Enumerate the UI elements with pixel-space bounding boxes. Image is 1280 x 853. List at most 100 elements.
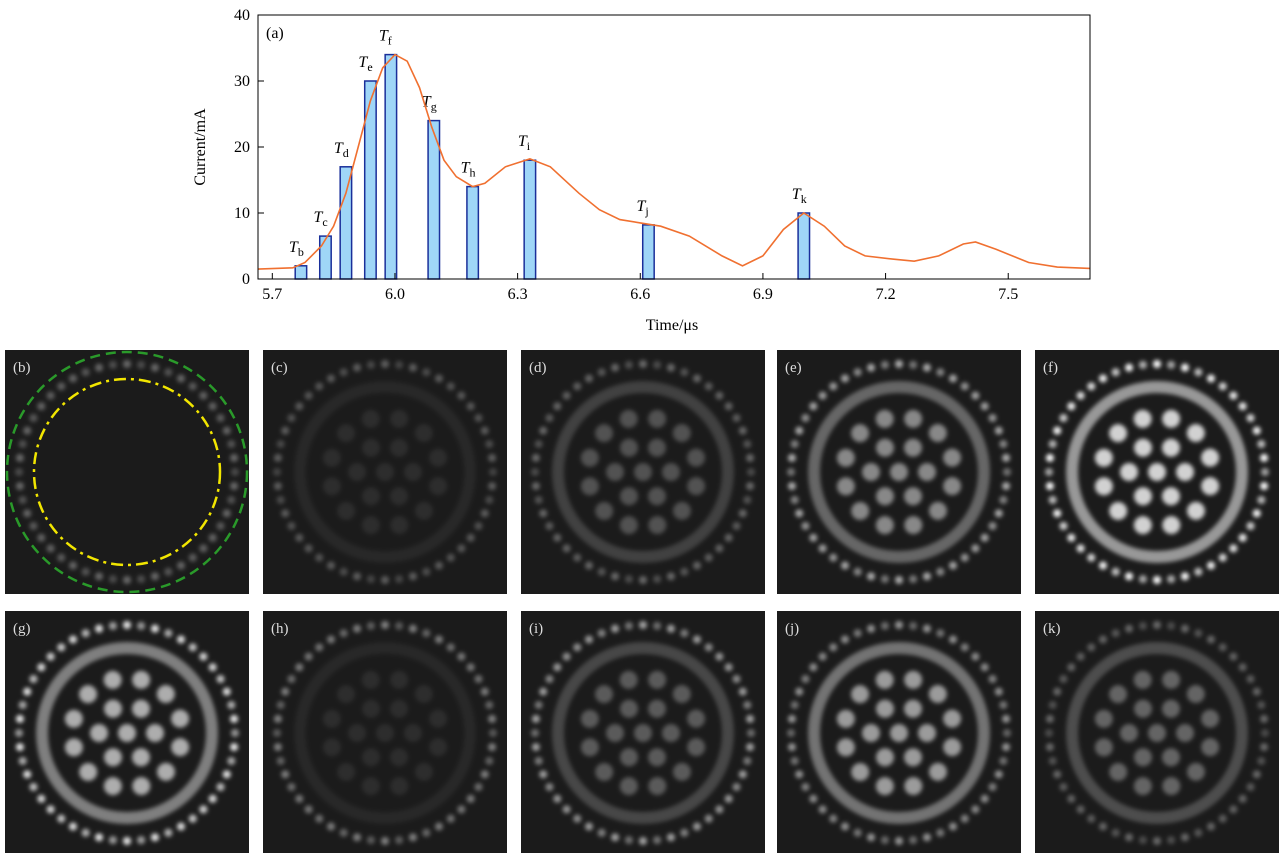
image-spot [132,699,150,718]
image-dot [46,391,55,400]
image-dot [69,635,77,644]
image-dot [795,687,804,696]
image-dot [81,567,90,576]
image-spot [1120,463,1138,481]
image-dot [980,794,989,803]
image-dot [1260,453,1269,462]
pulse-label-sub: i [527,139,531,153]
pulse-label: Td [334,140,349,160]
image-dot [724,402,733,411]
image-spot [851,685,870,704]
image-dot [724,533,733,542]
image-dot [281,687,290,696]
image-dot [531,453,540,462]
image-ring [294,642,476,824]
image-spot [414,762,433,781]
image-spot [361,409,380,428]
image-dot [922,624,931,633]
image-dot [164,629,173,638]
image-spot [429,477,448,496]
image-dot [539,509,548,518]
image-spot [875,777,894,796]
image-dot [227,756,236,765]
image-dot [809,533,818,542]
image-dot [909,836,918,845]
image-dot [746,482,755,491]
pulse-label-sub: d [343,146,349,160]
image-dot [639,621,647,629]
image-dot [466,402,475,411]
image-spot [662,463,680,481]
image-dot [1111,567,1120,576]
image-dot [1053,687,1062,696]
image-dot [790,440,799,449]
image-dot [746,714,755,723]
image-dot [15,743,24,752]
image-dot [988,675,997,683]
image-dot [1167,621,1176,630]
image-dot [960,814,969,823]
image-dot [366,836,375,845]
plasma-image [531,360,755,584]
image-dot [1153,360,1161,368]
x-tick-label: 7.2 [876,286,896,303]
plasma-image [787,621,1011,845]
image-spot [943,448,962,467]
image-spot [595,424,614,443]
image-dot [1238,533,1247,542]
image-spot [64,709,83,728]
image-spot [1109,762,1128,781]
image-dot [273,482,282,491]
image-spot [1162,516,1181,535]
image-dot [1087,553,1096,562]
image-dot [624,836,633,845]
image-spot [348,724,366,742]
image-dot [653,575,662,584]
image-spot [79,762,98,781]
image-spot [1133,409,1152,428]
image-dot [1167,836,1176,845]
pulse-label: Tk [792,186,807,206]
image-spot [875,670,894,689]
image-dot [1194,567,1203,576]
image-spot [1109,501,1128,520]
image-spot [648,516,667,535]
image-dot [818,652,827,661]
image-spot [103,777,122,796]
image-dot [1045,453,1054,462]
image-dot [222,509,231,518]
image-spot [390,438,408,457]
image-dot [1087,643,1096,652]
image-dot [230,743,239,752]
image-dot [199,544,208,553]
image-dot [1045,468,1053,476]
image-dot [1261,729,1269,737]
image-dot [457,652,466,661]
image-dot [1260,714,1269,723]
image-dot [801,414,810,422]
image-spot [362,748,380,767]
image-dot [841,635,849,644]
image-dot [1099,822,1107,831]
image-dot [922,572,931,581]
image-dot [999,701,1008,710]
image-dot [545,522,554,530]
image-dot [818,805,827,814]
image-ring [1066,381,1248,563]
image-dot [867,572,876,581]
image-dot [18,756,27,765]
image-dot [787,714,796,723]
image-dot [1207,635,1215,644]
image-spot [414,501,433,520]
image-dot [381,837,389,845]
image-dot [1076,544,1085,553]
pulse-label: Te [358,54,372,74]
image-dot [1053,770,1062,779]
image-dot [108,621,117,630]
image-dot [95,833,104,842]
image-dot [295,663,304,672]
image-dot [787,482,796,491]
image-spot [1134,699,1152,718]
image-dot [435,374,443,383]
image-spot [362,699,380,718]
